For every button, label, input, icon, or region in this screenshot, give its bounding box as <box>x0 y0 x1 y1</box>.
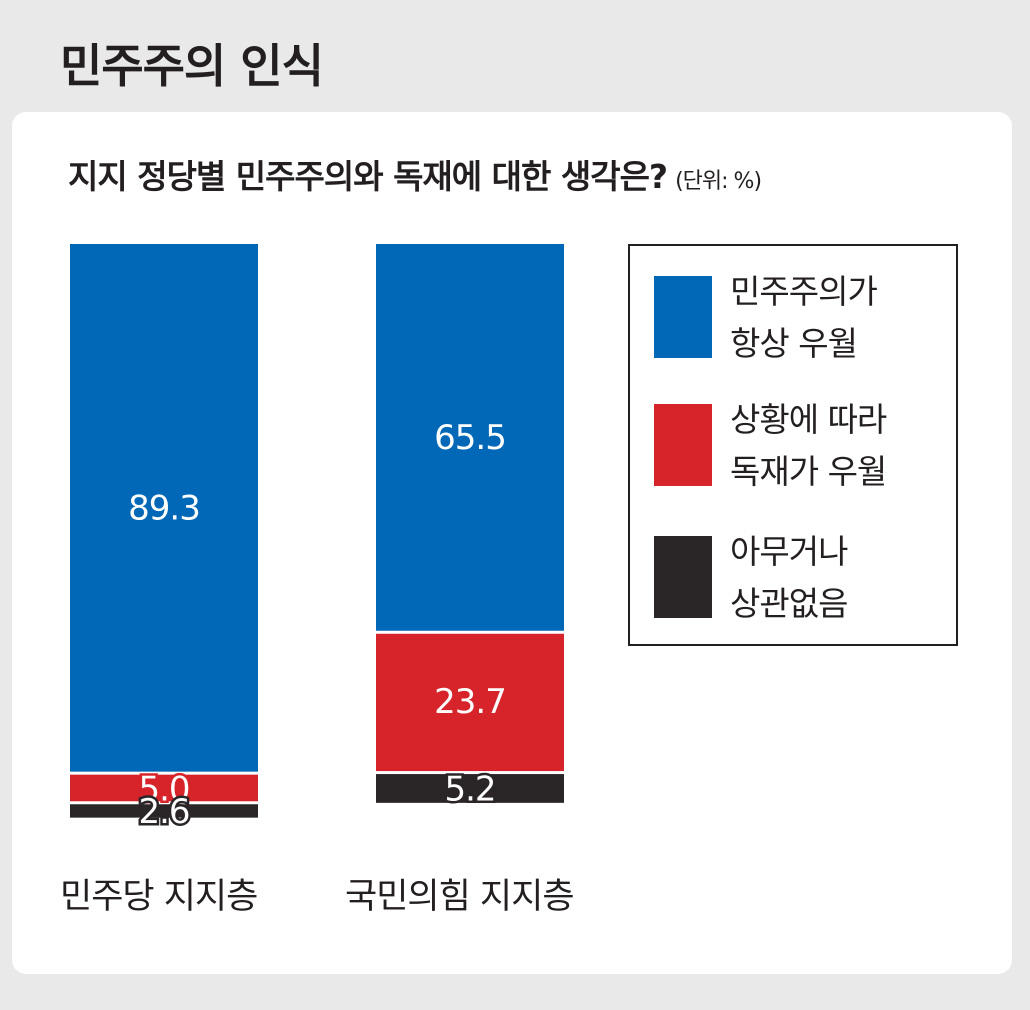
legend-label-line1: 민주주의가 <box>730 272 878 311</box>
category-label: 국민의힘 지지층 <box>345 877 574 917</box>
value-label-indifferent: 2.6 <box>138 792 189 832</box>
value-label-dictatorship: 5.0 <box>138 769 189 809</box>
bar-segment-democracy <box>376 244 564 632</box>
legend-label-dictatorship: 상황에 따라 독재가 우월 <box>730 394 940 498</box>
bar-segment-indifferent <box>376 772 564 803</box>
legend-label-line1: 아무거나 <box>730 532 848 571</box>
legend-swatch-indifferent <box>654 536 712 618</box>
bar-segment-dictatorship <box>376 631 564 773</box>
segment-separator <box>376 771 564 775</box>
unit-label: (단위: %) <box>675 169 762 194</box>
legend-label-line2: 상관없음 <box>730 584 848 623</box>
segment-separator <box>70 771 258 775</box>
bar-segment-democracy <box>70 244 258 773</box>
value-label-dictatorship: 23.7 <box>434 682 506 722</box>
legend-label-democracy: 민주주의가 항상 우월 <box>730 266 940 370</box>
category-label: 민주당 지지층 <box>60 877 257 917</box>
value-label-democracy: 65.5 <box>434 418 506 458</box>
value-label-democracy: 89.3 <box>128 488 200 528</box>
legend: 민주주의가 항상 우월 상황에 따라 독재가 우월 아무거나 상관없음 <box>628 244 958 646</box>
section-title: 민주주의 인식 <box>60 39 324 93</box>
bar-segment-indifferent <box>70 802 258 818</box>
chart-title: 지지 정당별 민주주의와 독재에 대한 생각은? (단위: %) <box>68 150 762 198</box>
legend-label-indifferent: 아무거나 상관없음 <box>730 526 940 630</box>
legend-swatch-democracy <box>654 276 712 358</box>
segment-separator <box>376 630 564 634</box>
value-label-indifferent: 5.2 <box>444 769 495 809</box>
legend-label-line2: 독재가 우월 <box>730 452 887 491</box>
legend-swatch-dictatorship <box>654 404 712 486</box>
legend-label-line1: 상황에 따라 <box>730 400 887 439</box>
legend-label-line2: 항상 우월 <box>730 324 858 363</box>
segment-separator <box>70 801 258 805</box>
bar-segment-dictatorship <box>70 772 258 803</box>
chart-title-text: 지지 정당별 민주주의와 독재에 대한 생각은? <box>68 157 668 196</box>
